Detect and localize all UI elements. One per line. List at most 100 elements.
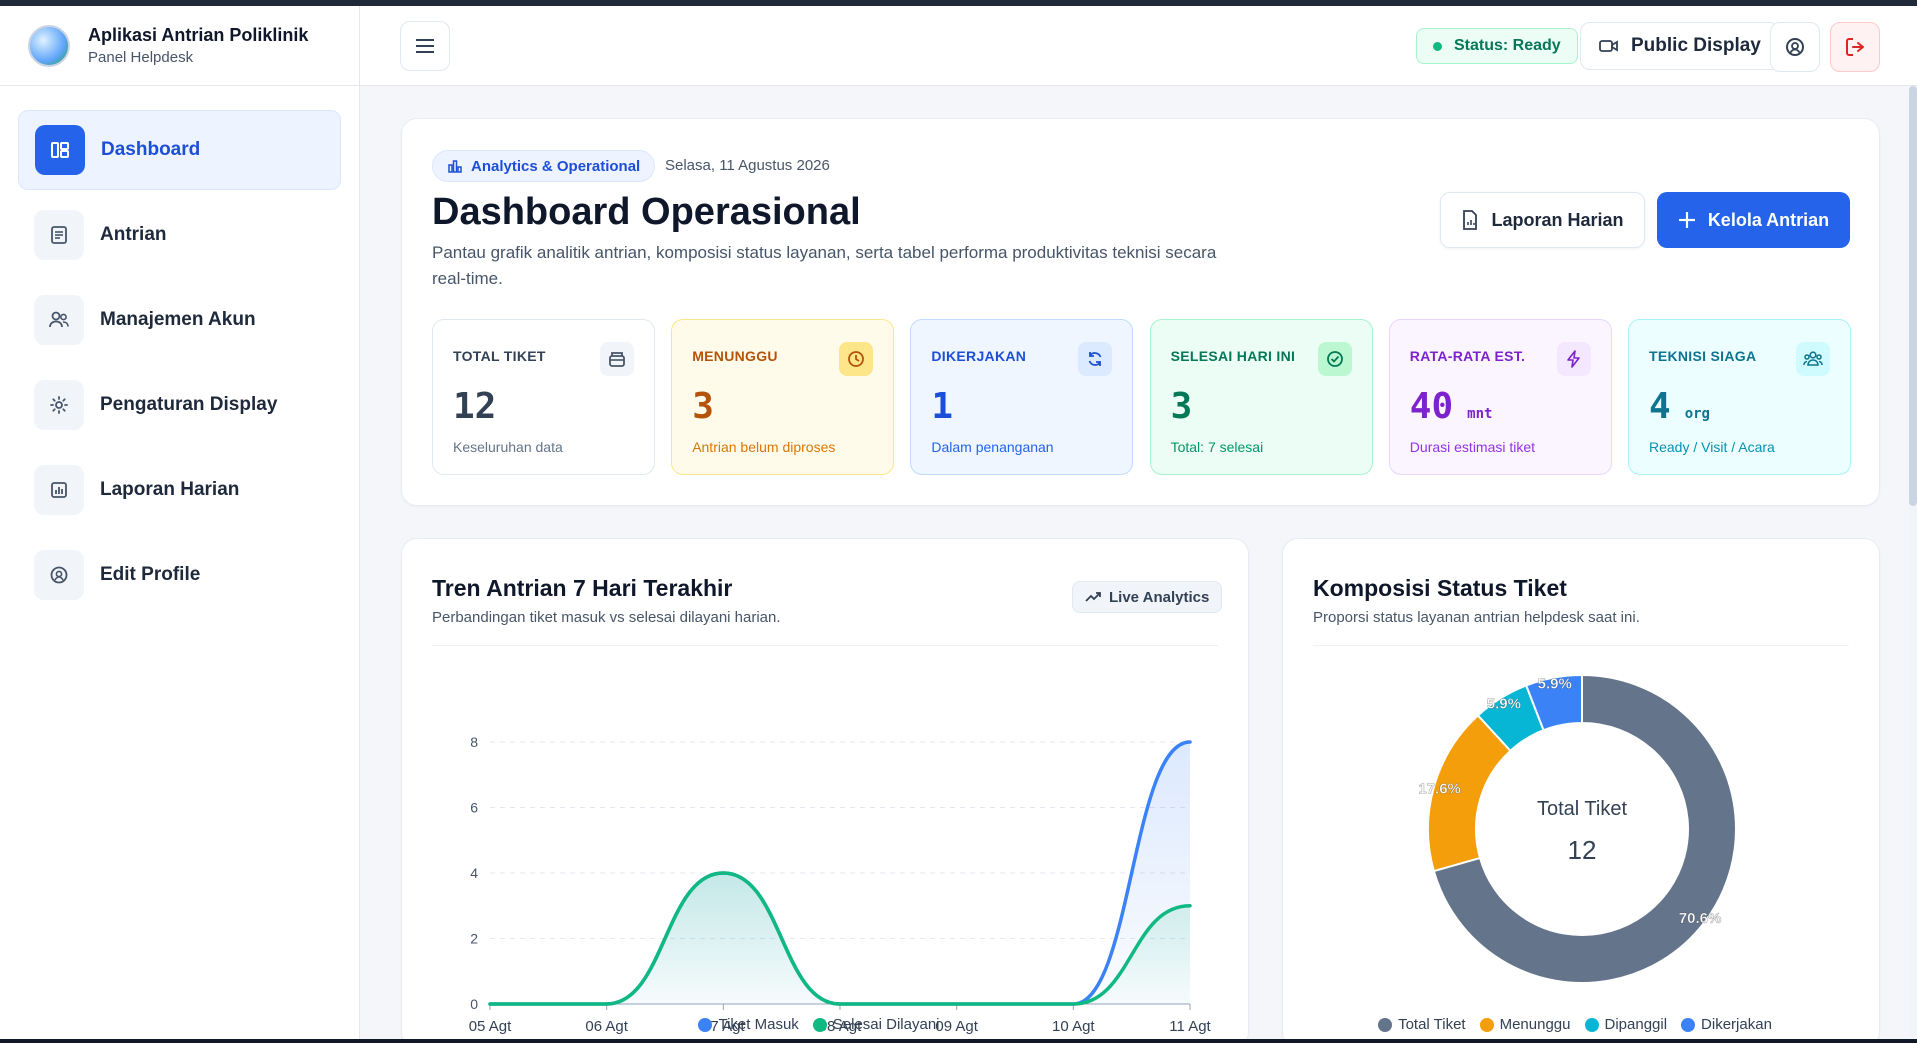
page-description: Pantau grafik analitik antrian, komposis… bbox=[432, 243, 1217, 288]
stat-unit: mnt bbox=[1467, 406, 1493, 422]
stat-subtext: Total: 7 selesai bbox=[1170, 439, 1264, 455]
donut-slice-total-tiket bbox=[1432, 673, 1737, 984]
stat-subtext: Ready / Visit / Acara bbox=[1649, 439, 1775, 455]
scrollbar-thumb[interactable] bbox=[1909, 86, 1917, 506]
composition-legend: Total Tiket Menunggu Dipanggil Dikerjakan bbox=[1283, 1016, 1879, 1033]
report-icon bbox=[34, 465, 84, 515]
legend-item[interactable]: Total Tiket bbox=[1378, 1016, 1466, 1033]
window-bottom-strip bbox=[0, 1039, 1917, 1043]
app-title: Aplikasi Antrian Poliklinik bbox=[88, 25, 309, 45]
hamburger-icon bbox=[416, 39, 434, 53]
bolt-icon bbox=[1556, 342, 1591, 376]
x-tick-label: 05 Agt bbox=[469, 1018, 512, 1035]
sidebar-item-antrian[interactable]: Antrian bbox=[18, 195, 341, 275]
legend-item[interactable]: Tiket Masuk bbox=[698, 1016, 799, 1033]
y-tick-label: 0 bbox=[470, 996, 478, 1012]
legend-swatch bbox=[1479, 1017, 1494, 1032]
status-text: Status: Ready bbox=[1454, 37, 1561, 54]
profile-icon bbox=[1786, 38, 1804, 56]
stat-label: RATA-RATA EST. bbox=[1409, 348, 1526, 364]
stat-card-teknisi-siaga: TEKNISI SIAGA 4 org Ready / Visit / Acara bbox=[1628, 319, 1851, 475]
live-analytics-chip: Live Analytics bbox=[1072, 581, 1223, 613]
manage-queue-button[interactable]: Kelola Antrian bbox=[1657, 192, 1850, 248]
stat-card-menunggu: MENUNGGU 3 Antrian belum diproses bbox=[671, 319, 895, 475]
menu-toggle-button[interactable] bbox=[400, 21, 450, 71]
logout-button[interactable] bbox=[1830, 22, 1880, 72]
stat-subtext: Antrian belum diproses bbox=[692, 439, 836, 455]
public-display-button[interactable]: Public Display bbox=[1580, 22, 1780, 70]
stat-label: TOTAL TIKET bbox=[453, 348, 546, 364]
stat-label: DIKERJAKAN bbox=[931, 348, 1027, 364]
y-tick-label: 2 bbox=[470, 931, 478, 947]
trending-up-icon bbox=[1085, 592, 1101, 602]
status-dot-icon bbox=[1433, 41, 1442, 51]
legend-item[interactable]: Dikerjakan bbox=[1681, 1016, 1772, 1033]
donut-data-label: 5.9% bbox=[1487, 695, 1521, 712]
brand[interactable]: Aplikasi Antrian Poliklinik Panel Helpde… bbox=[0, 6, 359, 86]
users-icon bbox=[34, 295, 84, 345]
composition-donut-chart: 70.6% 17.6% 5.9% 5.9% Total Tiket 12 bbox=[1418, 673, 1737, 984]
composition-title: Komposisi Status Tiket bbox=[1313, 575, 1567, 601]
sidebar-item-manajemen-akun[interactable]: Manajemen Akun bbox=[18, 280, 341, 360]
x-tick-label: 09 Agt bbox=[935, 1018, 978, 1035]
donut-data-label: 70.6% bbox=[1679, 910, 1722, 927]
trend-chart-card: Tren Antrian 7 Hari Terakhir Perbandinga… bbox=[401, 538, 1249, 1043]
topbar: Status: Ready Public Display bbox=[360, 6, 1917, 86]
plus-icon bbox=[1678, 212, 1695, 228]
sidebar-item-label: Pengaturan Display bbox=[100, 394, 278, 415]
legend-swatch bbox=[1681, 1017, 1696, 1032]
legend-label: Dipanggil bbox=[1604, 1016, 1668, 1033]
legend-label: Selesai Dilayani bbox=[832, 1016, 940, 1033]
live-analytics-label: Live Analytics bbox=[1109, 588, 1210, 606]
app-logo bbox=[28, 24, 70, 67]
team-icon bbox=[1796, 342, 1830, 376]
public-display-label: Public Display bbox=[1631, 35, 1761, 56]
bar-chart-icon bbox=[448, 160, 462, 173]
scrollbar-track[interactable] bbox=[1909, 86, 1917, 1036]
sidebar-item-label: Manajemen Akun bbox=[100, 309, 256, 330]
stat-value: 3 bbox=[692, 386, 714, 427]
check-circle-icon bbox=[1317, 342, 1352, 376]
legend-label: Menunggu bbox=[1499, 1016, 1571, 1033]
sidebar-item-dashboard[interactable]: Dashboard bbox=[18, 110, 341, 190]
y-tick-label: 4 bbox=[470, 865, 478, 881]
daily-report-button[interactable]: Laporan Harian bbox=[1440, 192, 1645, 248]
app-subtitle: Panel Helpdesk bbox=[88, 49, 194, 66]
stat-value: 12 bbox=[453, 386, 497, 427]
stat-card-selesai-hari-ini: SELESAI HARI INI 3 Total: 7 selesai bbox=[1149, 319, 1373, 475]
dashboard-icon bbox=[35, 125, 85, 175]
profile-button[interactable] bbox=[1770, 22, 1820, 72]
stat-unit: org bbox=[1684, 406, 1710, 422]
gear-icon bbox=[34, 380, 84, 430]
stat-subtext: Durasi estimasi tiket bbox=[1409, 439, 1536, 455]
donut-data-label: 17.6% bbox=[1418, 781, 1461, 798]
stat-value: 40 mnt bbox=[1409, 386, 1493, 427]
x-tick-label: 10 Agt bbox=[1052, 1018, 1095, 1035]
sidebar-item-laporan-harian[interactable]: Laporan Harian bbox=[18, 450, 341, 530]
window-top-strip bbox=[0, 0, 1917, 6]
divider bbox=[432, 645, 1218, 646]
y-tick-label: 6 bbox=[470, 800, 478, 816]
legend-item[interactable]: Menunggu bbox=[1479, 1016, 1571, 1033]
stat-value: 4 org bbox=[1649, 386, 1710, 427]
composition-chart-card: Komposisi Status Tiket Proporsi status l… bbox=[1282, 538, 1880, 1043]
y-tick-label: 8 bbox=[470, 734, 478, 750]
current-date: Selasa, 11 Agustus 2026 bbox=[665, 157, 830, 174]
donut-slice-dikerjakan bbox=[1524, 673, 1583, 732]
series-line-selesai-dilayani bbox=[488, 871, 1192, 1006]
donut-center-label: Total Tiket bbox=[1537, 798, 1627, 820]
stat-subtext: Dalam penanganan bbox=[931, 439, 1054, 455]
stat-label: MENUNGGU bbox=[692, 348, 778, 364]
stat-card-dikerjakan: DIKERJAKAN 1 Dalam penanganan bbox=[910, 319, 1134, 475]
legend-item[interactable]: Dipanggil bbox=[1584, 1016, 1668, 1033]
sidebar-item-label: Antrian bbox=[100, 224, 167, 245]
sidebar-item-edit-profile[interactable]: Edit Profile bbox=[18, 535, 341, 615]
sidebar-item-pengaturan-display[interactable]: Pengaturan Display bbox=[18, 365, 341, 445]
trend-chart: 0 2 4 6 8 05 Agt 06 Agt 07 Agt 08 Agt 09 Agt 10 Ag… bbox=[469, 734, 1212, 1035]
legend-label: Total Tiket bbox=[1398, 1016, 1466, 1033]
stat-label: SELESAI HARI INI bbox=[1170, 348, 1296, 364]
x-tick-label: 07 Agt bbox=[702, 1018, 745, 1035]
legend-item[interactable]: Selesai Dilayani bbox=[812, 1016, 940, 1033]
series-area-selesai-dilayani bbox=[490, 873, 1190, 1004]
refresh-icon bbox=[1078, 342, 1113, 376]
